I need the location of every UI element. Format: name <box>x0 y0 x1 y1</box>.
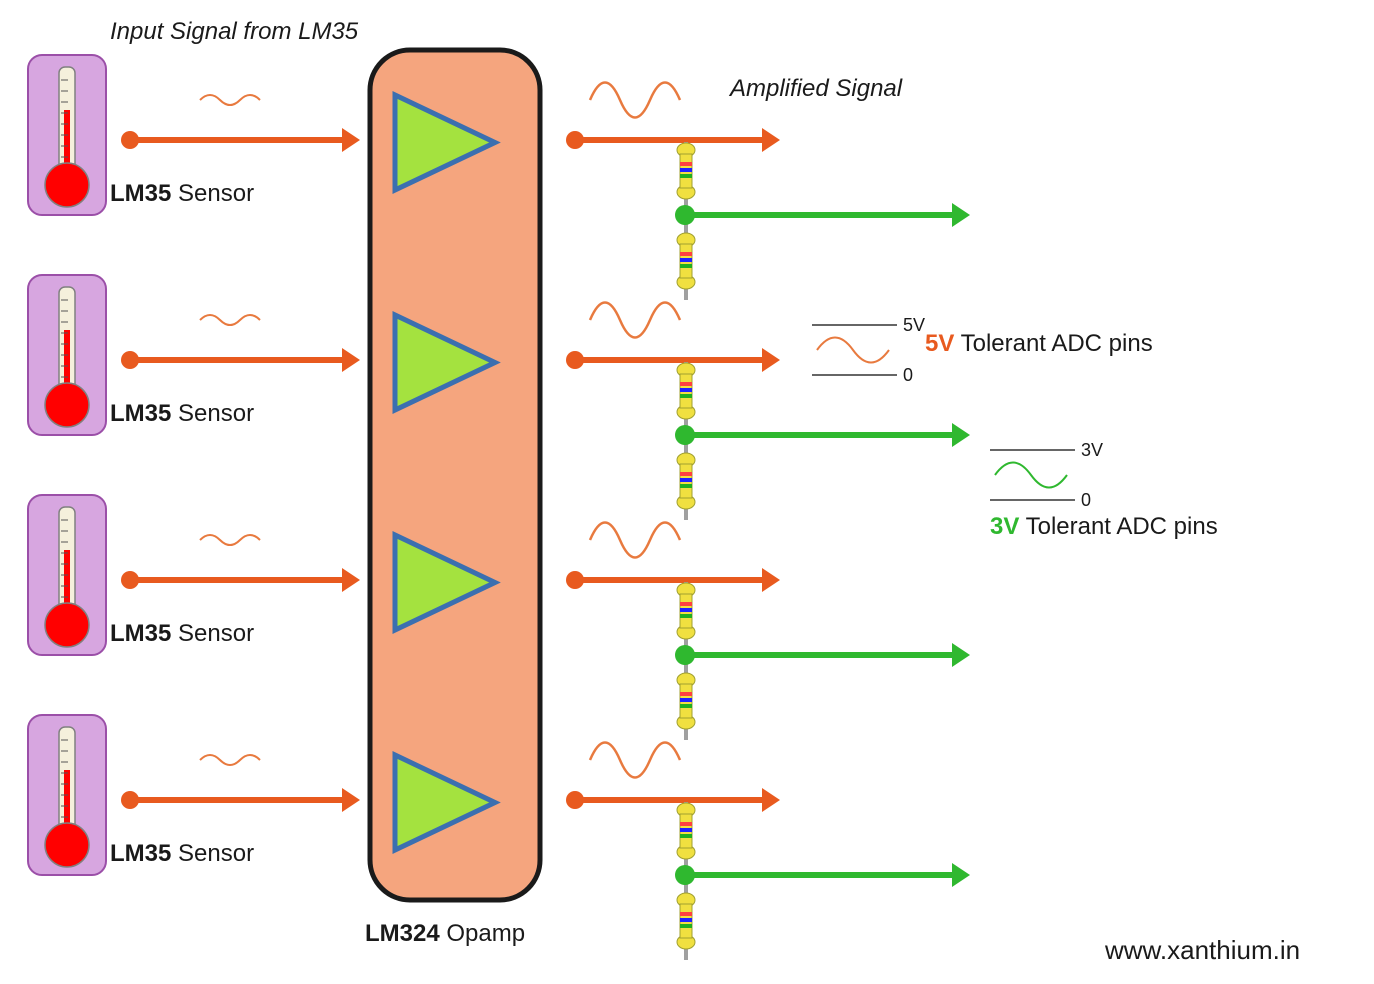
sensor-label: LM35 Sensor <box>110 840 254 868</box>
amplified-wave-icon <box>590 743 680 778</box>
divided-signal-arrow <box>675 423 970 447</box>
sensor-label: LM35 Sensor <box>110 180 254 208</box>
signal-arrow <box>121 568 360 592</box>
divided-signal-arrow <box>675 863 970 887</box>
sensor-label: LM35 Sensor <box>110 400 254 428</box>
wave-icon <box>200 755 260 765</box>
amplified-signal-label: Amplified Signal <box>730 75 902 103</box>
sensor-label: LM35 Sensor <box>110 620 254 648</box>
wave-icon <box>200 95 260 105</box>
signal-arrow <box>566 568 780 592</box>
wave-icon <box>200 315 260 325</box>
signal-arrow <box>566 788 780 812</box>
ref-5v-lo: 0 <box>903 365 913 386</box>
reference-wave <box>990 450 1075 500</box>
amplified-wave-icon <box>590 523 680 558</box>
signal-arrow <box>566 128 780 152</box>
signal-arrow <box>121 788 360 812</box>
signal-arrow <box>121 128 360 152</box>
input-signal-label: Input Signal from LM35 <box>110 18 358 46</box>
reference-wave <box>812 325 897 375</box>
amplified-wave-icon <box>590 303 680 338</box>
signal-arrow <box>566 348 780 372</box>
thermometer-icon <box>28 55 106 215</box>
ref-3v-hi: 3V <box>1081 440 1103 461</box>
thermometer-icon <box>28 275 106 435</box>
divided-signal-arrow <box>675 203 970 227</box>
thermometer-icon <box>28 495 106 655</box>
watermark: www.xanthium.in <box>1105 935 1300 966</box>
amplified-wave-icon <box>590 83 680 118</box>
divided-signal-arrow <box>675 643 970 667</box>
adc-5v-label: 5V Tolerant ADC pins <box>925 330 1153 358</box>
opamp-label: LM324 Opamp <box>365 920 525 948</box>
thermometer-icon <box>28 715 106 875</box>
ref-5v-hi: 5V <box>903 315 925 336</box>
adc-3v-label: 3V Tolerant ADC pins <box>990 513 1218 541</box>
signal-arrow <box>121 348 360 372</box>
ref-3v-lo: 0 <box>1081 490 1091 511</box>
wave-icon <box>200 535 260 545</box>
